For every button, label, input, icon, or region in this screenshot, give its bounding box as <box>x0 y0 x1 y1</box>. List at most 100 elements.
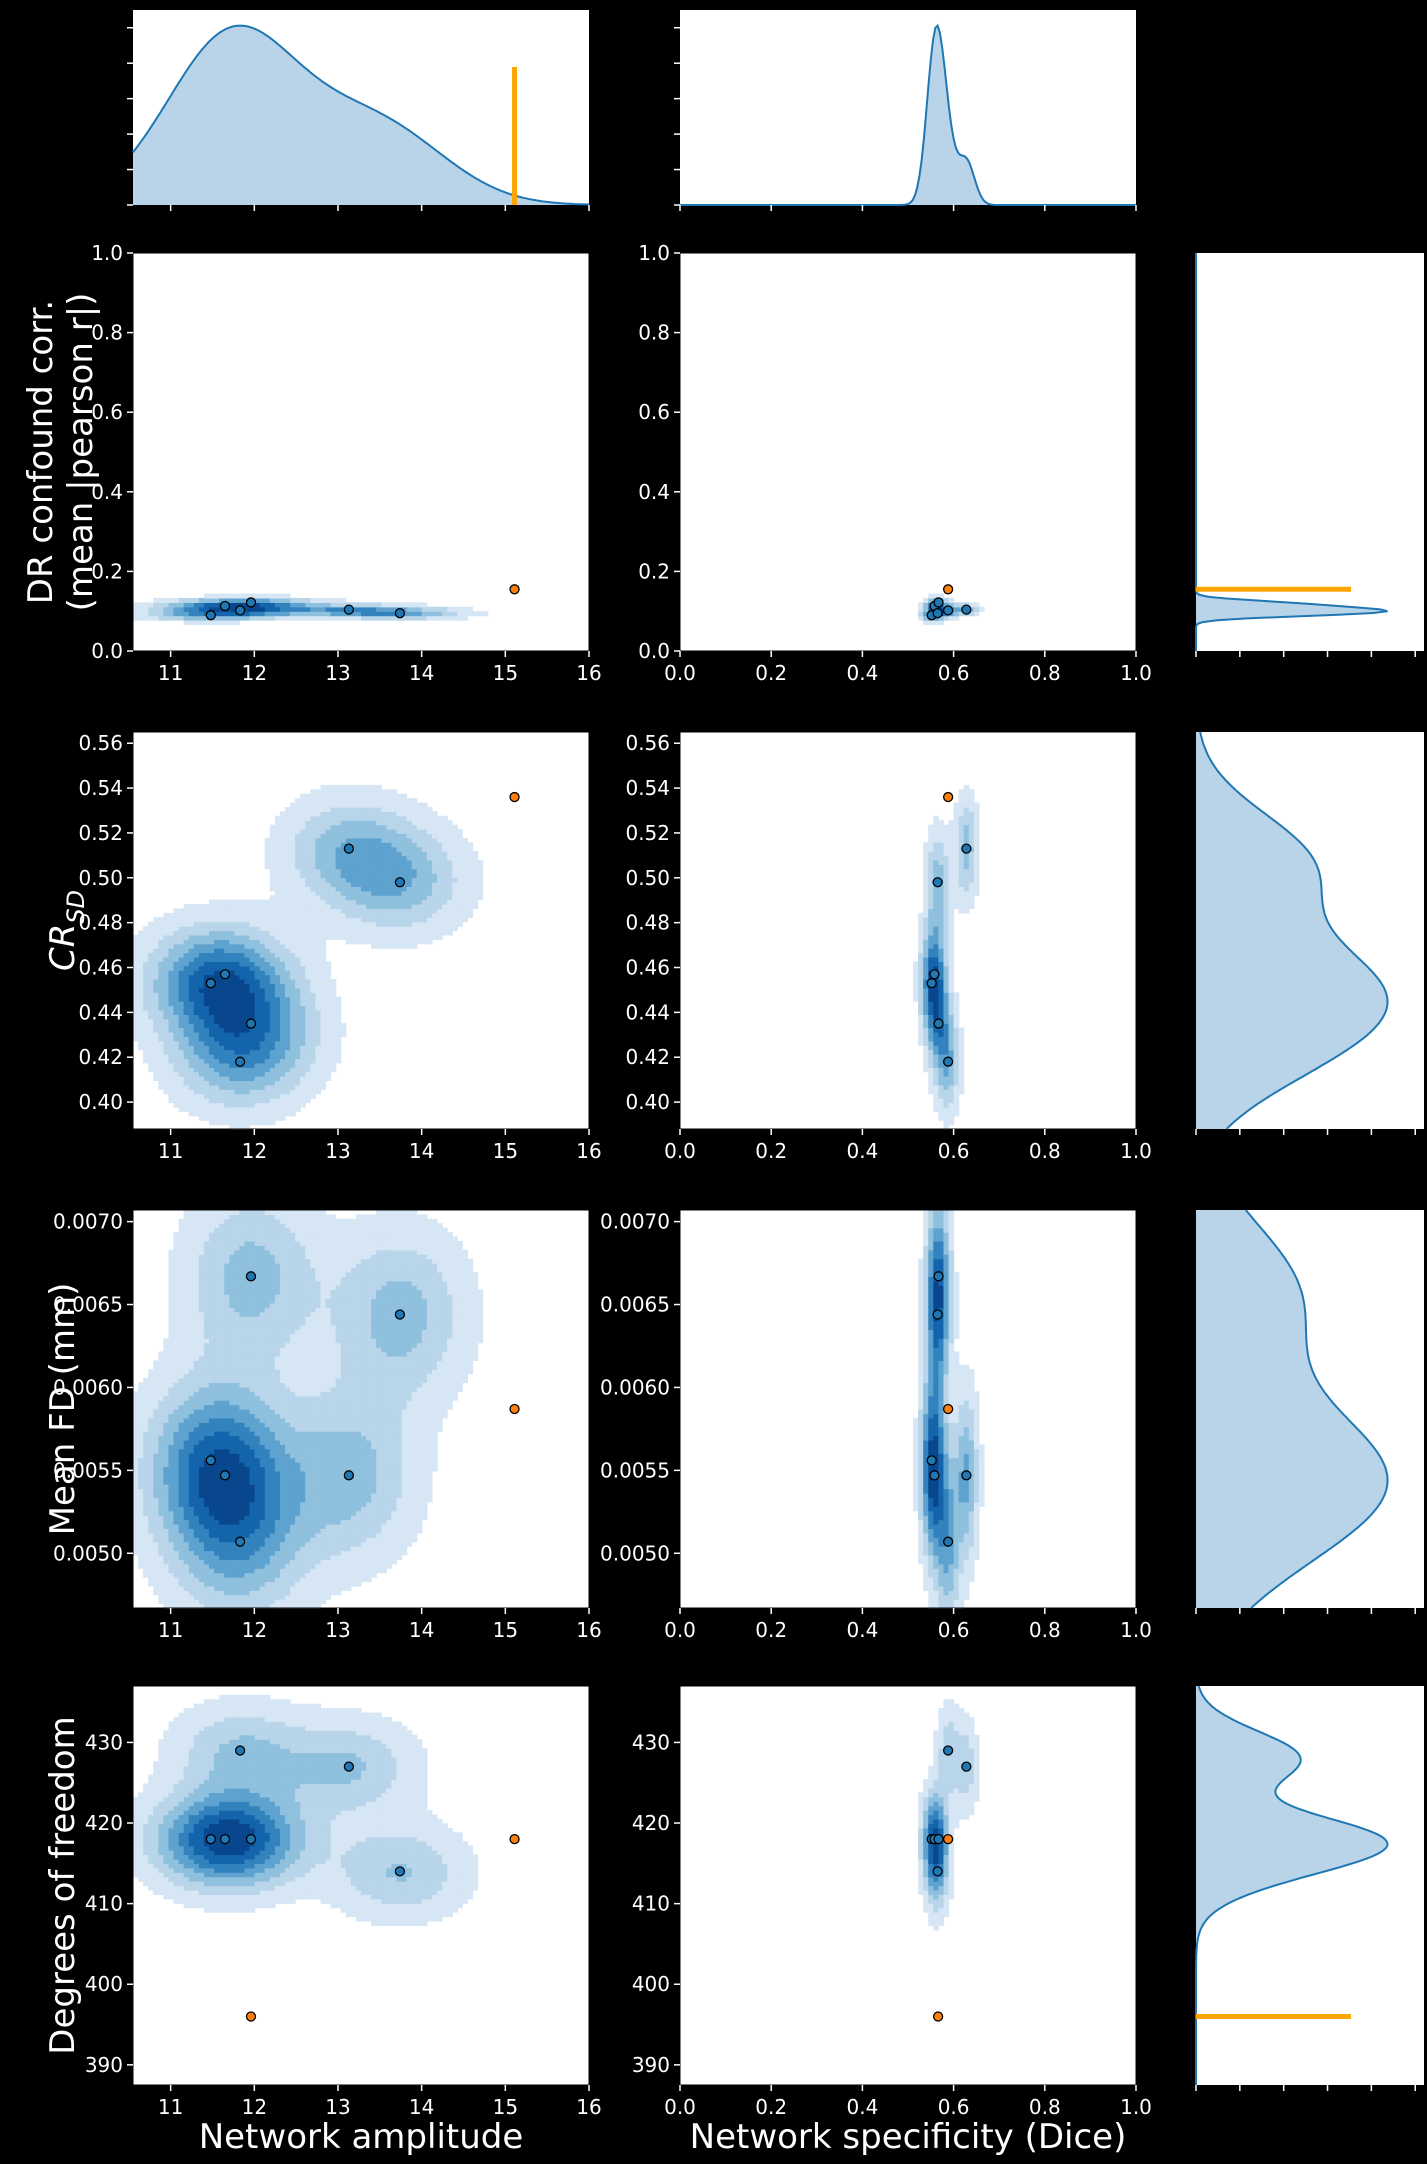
kde-contour-cell <box>285 890 291 896</box>
kde-contour-cell <box>938 1045 945 1051</box>
kde-contour-cell <box>209 1115 215 1121</box>
kde-contour-cell <box>178 1071 185 1077</box>
kde-contour-cell <box>173 1590 180 1596</box>
kde-contour-cell <box>467 899 474 905</box>
kde-contour-cell <box>290 979 296 985</box>
kde-contour-cell <box>953 1009 960 1015</box>
kde-contour-cell <box>310 961 316 967</box>
kde-contour-cell <box>158 1554 164 1560</box>
kde-contour-cell <box>350 881 357 887</box>
kde-contour-cell <box>290 930 296 936</box>
kde-contour-cell <box>437 855 443 861</box>
kde-contour-cell <box>264 606 271 612</box>
kde-contour-cell <box>224 979 230 985</box>
kde-contour-cell <box>953 1062 960 1068</box>
kde-contour-cell <box>158 1484 164 1490</box>
kde-contour-cell <box>178 1501 185 1507</box>
kde-contour-cell <box>193 921 200 927</box>
kde-contour-cell <box>958 811 965 817</box>
kde-contour-cell <box>178 597 185 603</box>
kde-contour-cell <box>953 606 960 612</box>
kde-contour-cell <box>320 837 327 843</box>
kde-contour-cell <box>923 996 929 1002</box>
kde-contour-cell <box>239 615 246 621</box>
kde-contour-cell <box>178 970 185 976</box>
kde-contour-cell <box>938 1102 945 1108</box>
kde-contour-cell <box>305 597 311 603</box>
kde-contour-cell <box>264 1115 271 1121</box>
x-tick-label: 0.0 <box>664 1139 696 1163</box>
kde-contour-cell <box>209 1102 215 1108</box>
kde-contour-cell <box>340 917 347 923</box>
kde-contour-cell <box>259 1062 266 1068</box>
kde-contour-cell <box>315 1089 322 1095</box>
kde-contour-cell <box>290 1040 296 1046</box>
kde-contour-cell <box>183 1360 190 1366</box>
kde-contour-cell <box>274 939 281 945</box>
kde-contour-cell <box>244 1076 251 1082</box>
kde-contour-cell <box>421 615 428 621</box>
kde-contour-cell <box>963 868 970 874</box>
kde-contour-cell <box>249 1009 256 1015</box>
kde-contour-cell <box>163 1351 170 1357</box>
kde-contour-cell <box>269 1031 276 1037</box>
kde-contour-cell <box>173 1386 180 1392</box>
kde-contour-cell <box>219 1093 225 1099</box>
kde-contour-cell <box>269 948 276 954</box>
kde-contour-cell <box>138 611 144 617</box>
kde-contour-cell <box>138 1541 144 1547</box>
kde-contour-cell <box>173 965 180 971</box>
kde-contour-cell <box>918 930 924 936</box>
kde-contour-cell <box>938 855 945 861</box>
kde-contour-cell <box>310 930 316 936</box>
outlier-point <box>509 791 520 803</box>
kde-contour-cell <box>188 1475 195 1481</box>
kde-contour-cell <box>416 820 423 826</box>
kde-contour-cell <box>188 1080 195 1086</box>
kde-contour-cell <box>371 802 377 808</box>
kde-contour-cell <box>168 1475 175 1481</box>
kde-contour-cell <box>305 917 311 923</box>
kde-contour-cell <box>183 921 190 927</box>
kde-contour-cell <box>431 815 438 821</box>
kde-contour-cell <box>305 602 311 608</box>
kde-contour-cell <box>198 926 205 932</box>
kde-contour-cell <box>457 873 463 879</box>
x-tick-label: 0.0 <box>664 661 696 685</box>
kde-contour-cell <box>173 1462 180 1468</box>
kde-contour-cell <box>411 904 418 910</box>
kde-contour-cell <box>320 1067 327 1073</box>
kde-contour-cell <box>148 1009 154 1015</box>
kde-contour-cell <box>244 917 251 923</box>
kde-contour-cell <box>943 1018 950 1024</box>
kde-contour-cell <box>462 873 468 879</box>
kde-contour-cell <box>224 1084 230 1090</box>
kde-contour-cell <box>340 602 347 608</box>
kde-contour-cell <box>305 1062 311 1068</box>
kde-contour-cell <box>948 833 955 839</box>
kde-contour-cell <box>437 611 443 617</box>
kde-contour-cell <box>285 877 291 883</box>
kde-contour-cell <box>193 1559 200 1565</box>
kde-contour-cell <box>355 615 362 621</box>
kde-contour-cell <box>183 1532 190 1538</box>
kde-contour-cell <box>234 1027 240 1033</box>
kde-contour-cell <box>163 1550 170 1556</box>
kde-contour-cell <box>153 1497 159 1503</box>
kde-contour-cell <box>158 1014 164 1020</box>
kde-contour-cell <box>396 864 403 870</box>
kde-contour-cell <box>335 793 342 799</box>
kde-contour-cell <box>948 1031 955 1037</box>
kde-contour-cell <box>234 1009 240 1015</box>
kde-contour-cell <box>320 842 327 848</box>
kde-contour-cell <box>973 846 980 852</box>
kde-contour-cell <box>193 1333 200 1339</box>
kde-contour-cell <box>416 921 423 927</box>
kde-contour-cell <box>933 820 939 826</box>
kde-contour-cell <box>295 873 301 879</box>
kde-contour-cell <box>264 864 271 870</box>
kde-contour-cell <box>335 877 342 883</box>
kde-contour-cell <box>335 815 342 821</box>
kde-contour-cell <box>178 1338 185 1344</box>
kde-contour-cell <box>355 859 362 865</box>
